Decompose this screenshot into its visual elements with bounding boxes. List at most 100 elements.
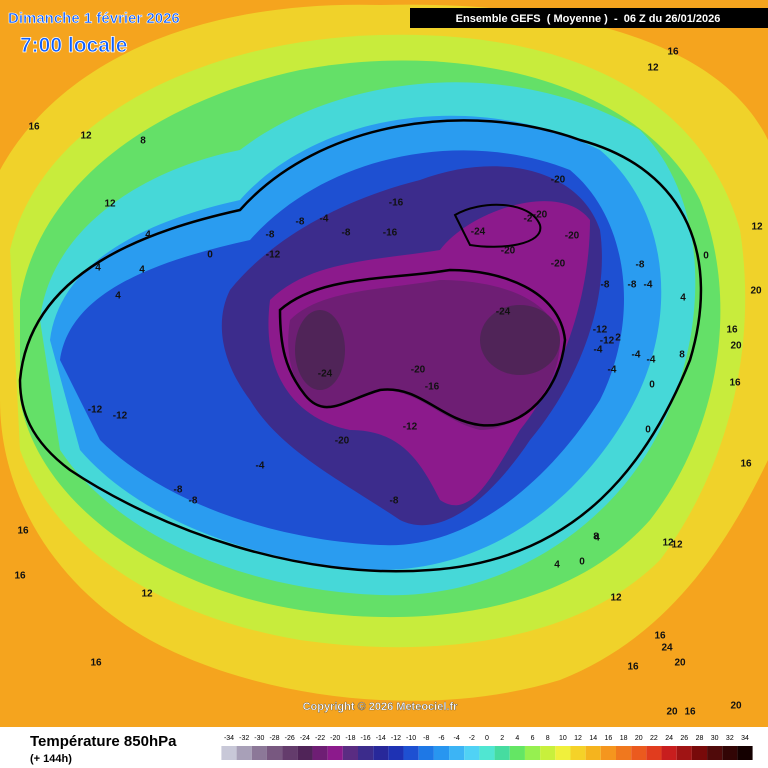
contour-label: 20	[730, 701, 742, 712]
scale-label: 6	[531, 735, 535, 742]
scale-swatch	[266, 746, 283, 760]
contour-label: -12	[403, 422, 418, 433]
contour-label: -20	[501, 246, 516, 257]
contour-label: -20	[551, 175, 566, 186]
scale-label: -14	[376, 735, 386, 742]
contour-label: -2	[524, 214, 533, 225]
contour-label: 4	[594, 533, 600, 544]
scale-label: 20	[635, 735, 643, 742]
scale-label: 0	[485, 735, 489, 742]
scale-label: -18	[345, 735, 355, 742]
scale-label: 22	[650, 735, 658, 742]
contour-label: -4	[647, 355, 656, 366]
scale-label: -2	[469, 735, 475, 742]
legend-lead: (+ 144h)	[30, 753, 72, 765]
contour-label: 0	[703, 251, 709, 262]
contour-label: 20	[666, 707, 678, 718]
scale-swatch	[585, 746, 601, 760]
contour-label: 2	[615, 333, 621, 344]
scale-label: -20	[330, 735, 340, 742]
color-scale: -34 -32 -30 -28 -26 -24 -22 -20 -18 -16 -14 -12 -10-…	[221, 735, 753, 760]
scale-label: 24	[665, 735, 673, 742]
contour-label: -20	[411, 365, 426, 376]
scale-label: -4	[454, 735, 460, 742]
scale-label: -22	[315, 735, 325, 742]
contour-label: -16	[383, 228, 398, 239]
contour-label: -12	[113, 411, 128, 422]
scale-swatch	[479, 746, 495, 760]
contour-label: 12	[80, 131, 92, 142]
scale-label: 14	[589, 735, 597, 742]
scale-swatch	[358, 746, 374, 760]
contour-label: -8	[174, 485, 183, 496]
scale-swatch	[342, 746, 358, 760]
scale-swatch	[570, 746, 586, 760]
scale-label: -26	[285, 735, 295, 742]
contour-label: -12	[266, 250, 281, 261]
contour-label: -4	[632, 350, 641, 361]
scale-label: -8	[423, 735, 429, 742]
scale-swatch	[373, 746, 389, 760]
contour-label: 8	[679, 350, 685, 361]
scale-label: 34	[741, 735, 749, 742]
contour-label: 16	[726, 325, 738, 336]
contour-label: -20	[335, 436, 350, 447]
scale-swatch	[616, 746, 632, 760]
scale-swatch	[494, 746, 510, 760]
contour-label: -4	[320, 214, 329, 225]
contour-label: -4	[644, 280, 653, 291]
contour-label: 16	[729, 378, 741, 389]
scale-label: -34	[224, 735, 234, 742]
scale-swatch	[312, 746, 328, 760]
contour-label: -20	[565, 231, 580, 242]
scale-swatch	[449, 746, 465, 760]
scale-swatch	[221, 746, 237, 760]
scale-swatch	[691, 746, 708, 760]
scale-swatch	[524, 746, 541, 760]
contour-label: 16	[740, 459, 752, 470]
scale-label: -30	[254, 735, 264, 742]
contour-label: 12	[662, 538, 674, 549]
scale-swatch	[722, 746, 738, 760]
scale-swatch	[600, 746, 616, 760]
contour-label: 0	[579, 557, 585, 568]
map-hour: 7:00 locale	[20, 34, 127, 57]
scale-label: 26	[680, 735, 688, 742]
scale-label: -6	[438, 735, 444, 742]
scale-label: 16	[605, 735, 613, 742]
copyright: Copyright © 2026 Meteociel.fr	[303, 701, 459, 713]
contour-label: 16	[17, 526, 29, 537]
scale-swatch	[433, 746, 450, 760]
contour-label: -4	[256, 461, 265, 472]
contour-label: 4	[95, 263, 101, 274]
contour-label: -8	[266, 230, 275, 241]
scale-swatch	[661, 746, 677, 760]
scale-label: 30	[711, 735, 719, 742]
scale-swatch	[676, 746, 692, 760]
contour-label: 12	[751, 222, 763, 233]
contour-label: 0	[207, 250, 213, 261]
contour-label: -20	[551, 259, 566, 270]
contour-labels: -20-24-2 -20-20-20-20-16-16-8-8 -8 -4-24-24…	[14, 47, 763, 718]
scale-label: -28	[269, 735, 279, 742]
contour-label: -8	[296, 217, 305, 228]
scale-label: -24	[300, 735, 310, 742]
scale-swatch	[297, 746, 313, 760]
contour-label: 12	[104, 199, 116, 210]
contour-label: 12	[141, 589, 153, 600]
scale-swatch	[251, 746, 267, 760]
scale-label: 12	[574, 735, 582, 742]
contour-label: 4	[680, 293, 686, 304]
contour-label: -16	[425, 382, 440, 393]
contour-label: -24	[471, 227, 486, 238]
contour-label: 24	[661, 643, 673, 654]
contour-label: 20	[674, 658, 686, 669]
scale-swatch	[327, 746, 343, 760]
scale-label: 10	[559, 735, 567, 742]
scale-swatch	[646, 746, 662, 760]
run-info: Ensemble GEFS ( Moyenne ) - 06 Z du 26/0…	[456, 13, 721, 25]
contour-label: 16	[654, 631, 666, 642]
scale-label: -32	[239, 735, 249, 742]
scale-label: -10	[406, 735, 416, 742]
contour-label: -24	[318, 369, 333, 380]
